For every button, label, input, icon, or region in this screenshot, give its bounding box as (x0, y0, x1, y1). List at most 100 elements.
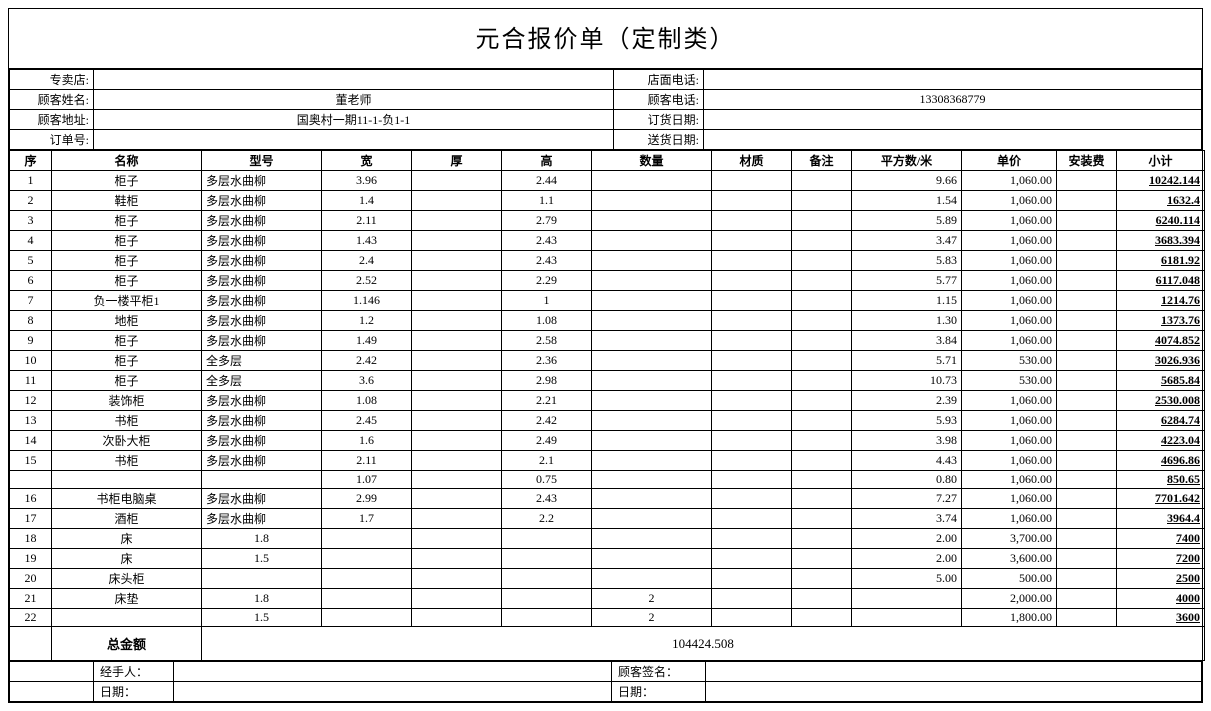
cell-rem (792, 451, 852, 471)
cell-rem (792, 271, 852, 291)
cell-sub: 6240.114 (1117, 211, 1205, 231)
cell-mat (712, 451, 792, 471)
cell-t (412, 411, 502, 431)
cell-w: 1.4 (322, 191, 412, 211)
cell-price: 530.00 (962, 371, 1057, 391)
cell-h: 1.08 (502, 311, 592, 331)
cell-price: 1,060.00 (962, 489, 1057, 509)
hdr-t: 厚 (412, 151, 502, 171)
cell-qty (592, 291, 712, 311)
cell-name: 柜子 (52, 251, 202, 271)
cell-w: 2.11 (322, 451, 412, 471)
cell-h: 2.43 (502, 489, 592, 509)
hdr-h: 高 (502, 151, 592, 171)
total-row: 总金额 104424.508 (10, 627, 1205, 661)
cell-rem (792, 311, 852, 331)
cell-name: 负一楼平柜1 (52, 291, 202, 311)
cell-sub: 3683.394 (1117, 231, 1205, 251)
cell-mat (712, 371, 792, 391)
cell-qty (592, 411, 712, 431)
cell-inst (1057, 311, 1117, 331)
cell-seq: 11 (10, 371, 52, 391)
cell-price: 500.00 (962, 569, 1057, 589)
cell-mat (712, 549, 792, 569)
cell-w (322, 569, 412, 589)
cell-seq: 6 (10, 271, 52, 291)
cell-h (502, 589, 592, 609)
cell-h: 2.58 (502, 331, 592, 351)
hdr-mat: 材质 (712, 151, 792, 171)
cell-seq: 4 (10, 231, 52, 251)
hdr-sub: 小计 (1117, 151, 1205, 171)
table-row: 20床头柜5.00500.002500 (10, 569, 1205, 589)
hdr-rem: 备注 (792, 151, 852, 171)
cell-area: 1.15 (852, 291, 962, 311)
cell-h: 0.75 (502, 471, 592, 489)
table-row: 21床垫1.822,000.004000 (10, 589, 1205, 609)
cell-name: 床 (52, 549, 202, 569)
cell-model: 多层水曲柳 (202, 451, 322, 471)
cell-seq: 21 (10, 589, 52, 609)
cell-w (322, 589, 412, 609)
table-row: 5柜子多层水曲柳2.42.435.831,060.006181.92 (10, 251, 1205, 271)
cell-inst (1057, 351, 1117, 371)
cell-seq: 12 (10, 391, 52, 411)
cell-model: 全多层 (202, 371, 322, 391)
table-row: 9柜子多层水曲柳1.492.583.841,060.004074.852 (10, 331, 1205, 351)
cust-addr-value: 国奥村一期11-1-负1-1 (94, 110, 614, 130)
table-row: 17酒柜多层水曲柳1.72.23.741,060.003964.4 (10, 509, 1205, 529)
cell-name: 鞋柜 (52, 191, 202, 211)
cell-price: 1,060.00 (962, 211, 1057, 231)
cell-h (502, 569, 592, 589)
date-right-value (706, 682, 1202, 702)
cell-price: 1,800.00 (962, 609, 1057, 627)
cell-seq: 8 (10, 311, 52, 331)
cell-sub: 4696.86 (1117, 451, 1205, 471)
cell-rem (792, 411, 852, 431)
cell-price: 1,060.00 (962, 291, 1057, 311)
cell-rem (792, 391, 852, 411)
cell-inst (1057, 291, 1117, 311)
hdr-model: 型号 (202, 151, 322, 171)
cell-seq: 5 (10, 251, 52, 271)
cell-area (852, 589, 962, 609)
cell-mat (712, 211, 792, 231)
cell-seq: 19 (10, 549, 52, 569)
cell-mat (712, 609, 792, 627)
cell-rem (792, 431, 852, 451)
table-row: 10柜子全多层2.422.365.71530.003026.936 (10, 351, 1205, 371)
cell-name: 柜子 (52, 271, 202, 291)
cell-w (322, 529, 412, 549)
cell-w: 1.49 (322, 331, 412, 351)
cell-inst (1057, 391, 1117, 411)
table-row: 3柜子多层水曲柳2.112.795.891,060.006240.114 (10, 211, 1205, 231)
cell-sub: 6117.048 (1117, 271, 1205, 291)
cell-inst (1057, 549, 1117, 569)
cell-t (412, 331, 502, 351)
cell-area: 2.39 (852, 391, 962, 411)
cell-h: 2.29 (502, 271, 592, 291)
cell-h: 2.98 (502, 371, 592, 391)
cell-t (412, 271, 502, 291)
cell-h (502, 529, 592, 549)
table-row: 13书柜多层水曲柳2.452.425.931,060.006284.74 (10, 411, 1205, 431)
cell-w: 2.52 (322, 271, 412, 291)
cell-model: 多层水曲柳 (202, 171, 322, 191)
cell-model: 多层水曲柳 (202, 431, 322, 451)
cell-inst (1057, 489, 1117, 509)
cell-h: 2.43 (502, 251, 592, 271)
cell-w: 1.2 (322, 311, 412, 331)
cell-seq: 14 (10, 431, 52, 451)
cell-t (412, 391, 502, 411)
cell-model: 全多层 (202, 351, 322, 371)
cell-area: 2.00 (852, 529, 962, 549)
cell-name: 柜子 (52, 211, 202, 231)
cell-t (412, 451, 502, 471)
cell-rem (792, 509, 852, 529)
cell-w: 1.146 (322, 291, 412, 311)
cell-area: 3.84 (852, 331, 962, 351)
cell-t (412, 609, 502, 627)
cell-w: 2.45 (322, 411, 412, 431)
cell-name: 柜子 (52, 351, 202, 371)
cell-inst (1057, 371, 1117, 391)
